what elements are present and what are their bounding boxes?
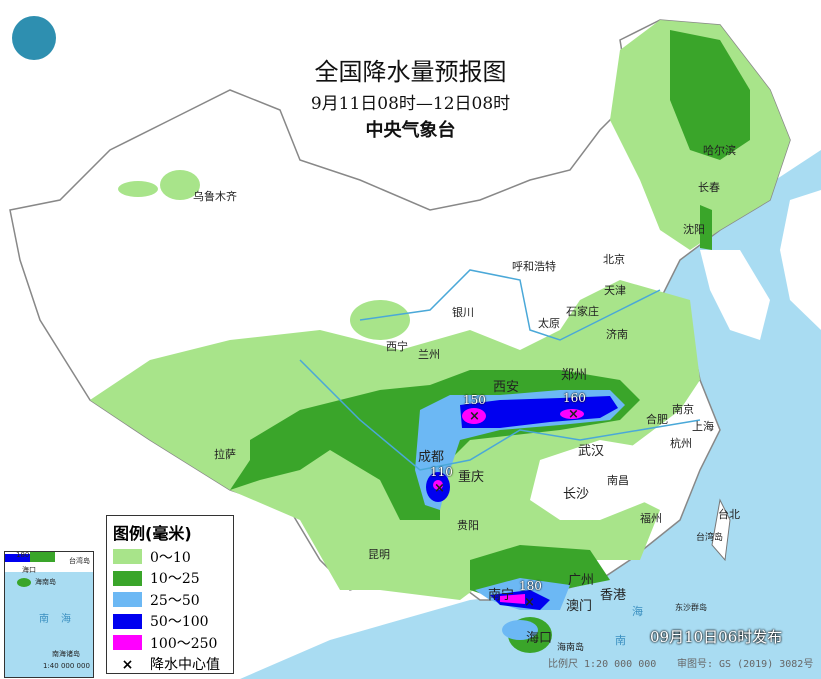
inset-taiwan: 台湾岛 (69, 557, 90, 565)
legend-label: 0～10 (150, 549, 191, 566)
cma-logo (12, 16, 56, 60)
dongsha-label: 东沙群岛 (675, 603, 707, 612)
inset-value: 180 (16, 551, 30, 559)
city-label: 西安 (493, 380, 520, 395)
no-rain-areas (530, 440, 680, 520)
city-label: 贵阳 (457, 519, 479, 532)
inset-hainan: 海南岛 (35, 578, 56, 586)
south-china-sea-inset: 180 海口 海南岛 台湾岛 南海 南海诸岛 1:40 000 000 (4, 551, 94, 678)
legend-swatch (113, 613, 142, 629)
rain-center-marker: × (469, 409, 480, 424)
city-label: 长沙 (563, 487, 590, 502)
legend-item: 25～50 (113, 589, 233, 611)
city-label: 台北 (718, 508, 740, 521)
river-yangtze (299, 359, 701, 471)
city-label: 南京 (672, 403, 694, 416)
issuer: 中央气象台 (365, 120, 456, 141)
legend-swatch (113, 549, 142, 565)
legend-item: 100～250 (113, 632, 233, 654)
city-label: 北京 (603, 253, 625, 266)
inset-islands-label: 南海诸岛 (52, 650, 80, 658)
rain-center-value: 180 (519, 579, 542, 593)
rain-center-marker: × (568, 407, 579, 422)
city-label: 澳门 (566, 599, 593, 614)
rain-100-250 (433, 408, 584, 604)
publish-time: 09月10日06时发布 (650, 628, 783, 646)
river-yellow (359, 269, 661, 341)
city-label: 呼和浩特 (512, 260, 556, 273)
sea-east (240, 150, 821, 679)
city-label: 武汉 (578, 444, 605, 459)
inset-haikou: 海口 (22, 566, 36, 574)
sea-label: 海 (632, 605, 643, 618)
legend-label: 降水中心值 (150, 657, 220, 674)
rain-center-marker: × (524, 595, 535, 610)
review-number: 审图号: GS (2019) 3082号 (677, 659, 814, 670)
city-label: 西宁 (386, 340, 408, 353)
city-label: 广州 (568, 573, 595, 588)
city-label: 上海 (692, 420, 714, 433)
city-label: 海口 (526, 631, 553, 646)
center-marker-icon: × (121, 656, 134, 673)
city-label: 拉萨 (214, 448, 236, 461)
city-label: 杭州 (670, 437, 692, 450)
taiwan-label: 台湾岛 (696, 533, 724, 543)
city-label: 福州 (640, 512, 662, 525)
city-label: 太原 (538, 317, 560, 330)
rain-center-value: 150 (463, 393, 486, 407)
legend-swatch (113, 570, 142, 586)
hainan-label: 海南岛 (557, 643, 585, 653)
rain-center-marker: × (434, 481, 445, 496)
city-label: 合肥 (646, 413, 668, 426)
rain-center-value: 160 (563, 391, 586, 405)
map-scale: 比例尺 1:20 000 000 (548, 659, 657, 670)
inset-sea-label: 南海 (39, 614, 83, 625)
city-label: 银川 (452, 306, 474, 319)
inset-scale: 1:40 000 000 (43, 662, 90, 670)
city-label: 沈阳 (683, 223, 705, 236)
sea-label: 南 (615, 634, 626, 647)
city-label: 乌鲁木齐 (193, 190, 237, 203)
city-label: 重庆 (458, 470, 485, 485)
forecast-period: 9月11日08时—12日08时 (310, 94, 511, 114)
city-label: 南昌 (607, 474, 629, 487)
legend-swatch (113, 635, 142, 651)
legend-item: 0～10 (113, 546, 233, 568)
city-label: 天津 (604, 284, 626, 297)
city-label: 兰州 (418, 348, 440, 361)
map-title: 全国降水量预报图 (314, 58, 507, 86)
city-label: 南宁 (488, 588, 515, 603)
legend-title: 图例(毫米) (113, 524, 192, 543)
legend-swatch (113, 592, 142, 608)
city-label: 济南 (606, 328, 628, 341)
legend-label: 100～250 (150, 635, 218, 652)
legend-label: 50～100 (150, 614, 209, 631)
city-label: 香港 (600, 588, 627, 603)
city-label: 成都 (418, 450, 445, 465)
rain-center-value: 110 (430, 465, 453, 479)
legend-item: 10～25 (113, 568, 233, 590)
legend: 图例(毫米) 0～10 10～25 25～50 50～100 100～250 ×… (106, 515, 234, 674)
legend-item: × 降水中心值 (113, 654, 233, 676)
city-label: 长春 (698, 181, 720, 194)
legend-label: 25～50 (150, 592, 200, 609)
city-label: 石家庄 (566, 305, 599, 318)
city-label: 昆明 (368, 548, 390, 561)
city-label: 哈尔滨 (703, 144, 736, 157)
legend-item: 50～100 (113, 611, 233, 633)
city-label: 郑州 (561, 368, 588, 383)
legend-label: 10～25 (150, 571, 200, 588)
